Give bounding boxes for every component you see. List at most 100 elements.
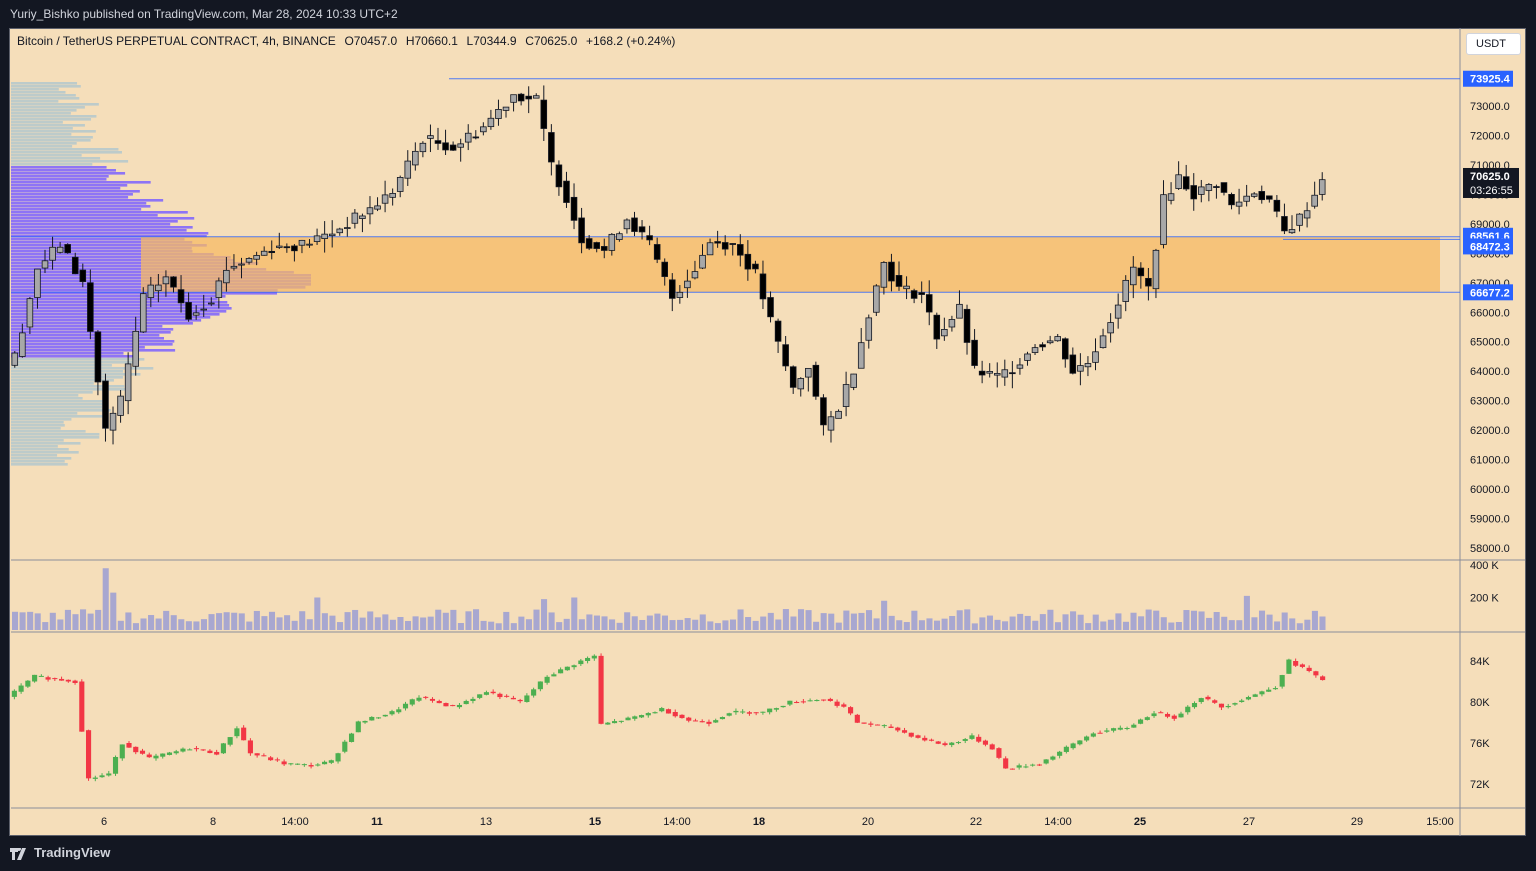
volume-profile-bar <box>11 202 147 205</box>
volume-profile-bar <box>11 313 220 316</box>
oscillator-candle <box>969 735 975 739</box>
candle-body <box>139 293 147 333</box>
candle-body <box>978 370 986 376</box>
candle-body <box>412 150 419 166</box>
oscillator-candle <box>1245 697 1252 700</box>
oscillator-candle <box>821 699 827 701</box>
oscillator-candle <box>99 775 105 778</box>
candle-body <box>230 265 238 269</box>
volume-bar <box>616 622 623 630</box>
volume-bar <box>767 612 774 630</box>
volume-bar <box>1077 614 1084 630</box>
candle-body <box>525 95 532 100</box>
candle-body <box>321 233 328 239</box>
volume-profile-bar <box>11 253 214 256</box>
candle-body <box>1152 249 1160 290</box>
volume-profile-bar <box>11 430 86 433</box>
oscillator-axis-tick: 72K <box>1470 779 1490 791</box>
candle-body <box>653 244 661 260</box>
volume-bar <box>578 619 585 630</box>
oscillator-candle <box>1009 768 1015 770</box>
oscillator-candle <box>187 749 193 751</box>
oscillator-candle <box>335 753 341 762</box>
oscillator-candle <box>1003 758 1009 769</box>
volume-bar <box>586 614 593 630</box>
oscillator-candles <box>11 653 1326 782</box>
oscillator-candle <box>18 685 24 692</box>
volume-profile-bar <box>11 193 133 196</box>
candle-body <box>774 320 782 342</box>
oscillator-candle <box>1306 667 1312 672</box>
volume-profile-bar <box>11 226 193 229</box>
candle-body <box>782 344 789 367</box>
volume-profile-bar <box>11 382 94 385</box>
candle-body <box>555 164 563 188</box>
currency-unit-button[interactable]: USDT <box>1466 33 1521 55</box>
volume-profile-bar <box>11 136 93 139</box>
volume-profile-bar <box>11 166 107 169</box>
footer-bar <box>0 836 1536 871</box>
volume-profile-bar <box>11 175 109 178</box>
volume-profile-bar <box>11 124 85 127</box>
volume-profile-bar <box>11 343 173 346</box>
oscillator-candle <box>396 709 402 713</box>
oscillator-candle <box>59 678 65 681</box>
volume-profile-bar <box>11 355 138 358</box>
volume-profile-bar <box>11 397 83 400</box>
oscillator-candle <box>504 695 510 697</box>
volume-bar <box>646 615 653 630</box>
time-axis-tick: 27 <box>1243 816 1255 828</box>
candle-body <box>208 302 215 305</box>
oscillator-candle <box>1252 694 1258 697</box>
volume-bar <box>223 612 230 630</box>
time-axis-tick: 20 <box>862 816 874 828</box>
volume-bar <box>306 619 313 630</box>
candle-body <box>600 246 608 251</box>
volume-bar <box>1039 614 1046 630</box>
oscillator-candle <box>1050 756 1056 760</box>
volume-bar <box>669 620 676 630</box>
price-axis-tick: 66000.0 <box>1470 307 1510 319</box>
volume-bar <box>956 610 963 630</box>
volume-bar <box>1266 614 1273 630</box>
oscillator-candle <box>497 693 503 698</box>
oscillator-candle <box>706 721 712 724</box>
candle-body <box>842 384 850 407</box>
volume-bar <box>1319 616 1326 630</box>
footer-brand: TradingView <box>34 845 111 860</box>
oscillator-candle <box>726 713 732 716</box>
candle-body <box>1235 201 1243 207</box>
volume-bar <box>548 612 555 630</box>
candle-body <box>457 143 464 148</box>
candle-body <box>1084 363 1092 368</box>
oscillator-candle <box>1104 730 1110 732</box>
volume-bar <box>132 623 139 630</box>
candle-body <box>276 245 283 248</box>
volume-bar <box>412 616 419 630</box>
volume-profile-bar <box>11 217 195 220</box>
volume-profile-bar <box>11 307 232 310</box>
legend-change: +168.2 (+0.24%) <box>586 34 676 48</box>
oscillator-candle <box>746 712 752 714</box>
candle-body <box>442 142 449 151</box>
chart-legend: Bitcoin / TetherUS PERPETUAL CONTRACT, 4… <box>17 34 677 48</box>
candle-body <box>56 246 64 253</box>
legend-high: H70660.1 <box>405 34 458 48</box>
oscillator-candle <box>227 737 233 745</box>
volume-profile-bar <box>11 391 93 394</box>
volume-bar <box>64 609 71 630</box>
legend-symbol[interactable]: Bitcoin / TetherUS PERPETUAL CONTRACT, 4… <box>17 34 336 48</box>
candle-body <box>963 308 971 343</box>
oscillator-candle <box>996 748 1002 758</box>
candle-body <box>910 290 918 299</box>
volume-bar <box>1062 614 1069 630</box>
volume-profile-bar <box>11 433 100 436</box>
candle-body <box>1009 372 1016 375</box>
volume-bar <box>805 610 812 630</box>
volume-bar <box>888 615 895 630</box>
oscillator-candle <box>1293 661 1299 666</box>
oscillator-candle <box>1272 688 1278 690</box>
tradingview-logo[interactable]: TradingView <box>10 845 110 860</box>
chart-frame[interactable] <box>9 28 1526 836</box>
